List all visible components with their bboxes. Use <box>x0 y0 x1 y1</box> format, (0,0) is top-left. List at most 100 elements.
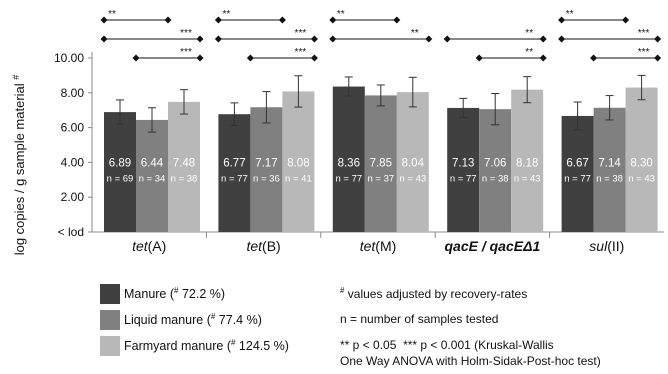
significance-label: ** <box>337 9 345 20</box>
bar-0-2 <box>332 86 365 232</box>
significance-marker <box>310 35 318 43</box>
note-n-definition: n = number of samples tested <box>340 312 499 326</box>
data-label: 8.18 <box>516 157 538 169</box>
n-label: n = 43 <box>628 173 655 184</box>
significance-marker <box>654 54 662 62</box>
n-label: n = 77 <box>221 173 248 184</box>
bar-0-0 <box>104 112 136 232</box>
bar-0-1 <box>218 114 251 232</box>
significance-label: ** <box>525 28 533 39</box>
legend-label-liquid-manure: Liquid manure (# 77.4 %) <box>124 312 262 328</box>
n-label: n = 77 <box>450 173 477 184</box>
significance-marker <box>100 16 108 24</box>
significance-marker <box>246 54 254 62</box>
significance-label: *** <box>295 47 307 58</box>
note-significance: ** p < 0.05 *** p < 0.001 (Kruskal-Walli… <box>340 338 554 352</box>
significance-label: *** <box>638 47 650 58</box>
bar-1-3 <box>479 109 512 232</box>
significance-marker <box>475 54 483 62</box>
bar-1-4 <box>593 107 626 232</box>
significance-label: *** <box>180 28 192 39</box>
significance-marker <box>100 35 108 43</box>
y-tick-label: 8.00 <box>61 86 85 100</box>
data-label: 7.17 <box>255 157 277 169</box>
significance-label: ** <box>566 9 574 20</box>
bar-0-4 <box>561 115 594 232</box>
x-tick-label: qacE / qacEΔ1 <box>445 238 541 254</box>
bar-1-2 <box>364 95 397 232</box>
significance-marker <box>214 35 222 43</box>
data-label: 7.13 <box>452 157 474 169</box>
legend-swatch-manure <box>100 284 120 304</box>
y-tick-label: < lod <box>58 225 84 239</box>
x-tick-label: tet(B) <box>246 238 280 254</box>
significance-marker <box>558 16 566 24</box>
significance-label: *** <box>295 28 307 39</box>
bar-1-0 <box>136 119 168 232</box>
data-label: 7.85 <box>370 157 392 169</box>
n-label: n = 37 <box>367 173 394 184</box>
n-label: n = 43 <box>399 173 426 184</box>
significance-marker <box>425 35 433 43</box>
n-label: n = 38 <box>596 173 623 184</box>
significance-marker <box>539 35 547 43</box>
y-tick-label: 6.00 <box>61 121 85 135</box>
n-label: n = 34 <box>139 173 166 184</box>
significance-marker <box>196 54 204 62</box>
note-adjusted: # values adjusted by recovery-rates <box>340 286 528 301</box>
significance-marker <box>558 35 566 43</box>
legend-label-farmyard-manure: Farmyard manure (# 124.5 %) <box>124 338 289 354</box>
significance-label: *** <box>638 28 650 39</box>
bar-1-1 <box>250 107 283 232</box>
bar-2-4 <box>625 87 658 232</box>
n-label: n = 77 <box>564 173 591 184</box>
bar-2-2 <box>396 92 429 232</box>
data-label: 8.30 <box>630 157 652 169</box>
data-label: 7.48 <box>173 157 195 169</box>
n-label: n = 77 <box>335 173 362 184</box>
significance-marker <box>590 54 598 62</box>
bar-2-1 <box>282 91 315 233</box>
bar-0-3 <box>447 107 480 232</box>
significance-marker <box>214 16 222 24</box>
note-test: One Way ANOVA with Holm-Sidak-Post-hoc t… <box>340 354 601 368</box>
data-label: 6.89 <box>109 157 131 169</box>
significance-marker <box>622 16 630 24</box>
significance-marker <box>164 16 172 24</box>
y-tick-label: 2.00 <box>61 190 85 204</box>
n-label: n = 69 <box>107 173 134 184</box>
legend-swatch-liquid-manure <box>100 310 120 330</box>
bar-2-3 <box>511 89 544 232</box>
n-label: n = 41 <box>285 173 312 184</box>
significance-marker <box>310 54 318 62</box>
significance-marker <box>132 54 140 62</box>
data-label: 6.44 <box>141 157 164 169</box>
legend-label-manure: Manure (# 72.2 %) <box>124 286 226 302</box>
significance-marker <box>539 54 547 62</box>
data-label: 6.67 <box>566 157 588 169</box>
significance-label: ** <box>411 28 419 39</box>
significance-marker <box>654 35 662 43</box>
significance-marker <box>196 35 204 43</box>
legend-swatch-farmyard-manure <box>100 336 120 356</box>
n-label: n = 43 <box>514 173 541 184</box>
n-label: n = 36 <box>253 173 280 184</box>
data-label: 8.04 <box>402 157 425 169</box>
significance-marker <box>329 35 337 43</box>
bar-2-0 <box>168 101 200 233</box>
significance-label: ** <box>525 47 533 58</box>
y-axis-label: log copies / g sample material # <box>11 75 27 256</box>
y-tick-label: 10.00 <box>54 51 84 65</box>
x-tick-label: tet(A) <box>132 238 166 254</box>
data-label: 7.06 <box>484 157 506 169</box>
significance-marker <box>278 16 286 24</box>
significance-label: ** <box>108 9 116 20</box>
significance-label: ** <box>223 9 231 20</box>
data-label: 8.36 <box>338 157 360 169</box>
n-label: n = 38 <box>171 173 198 184</box>
significance-marker <box>329 16 337 24</box>
significance-marker <box>443 35 451 43</box>
significance-marker <box>393 16 401 24</box>
significance-label: *** <box>180 47 192 58</box>
